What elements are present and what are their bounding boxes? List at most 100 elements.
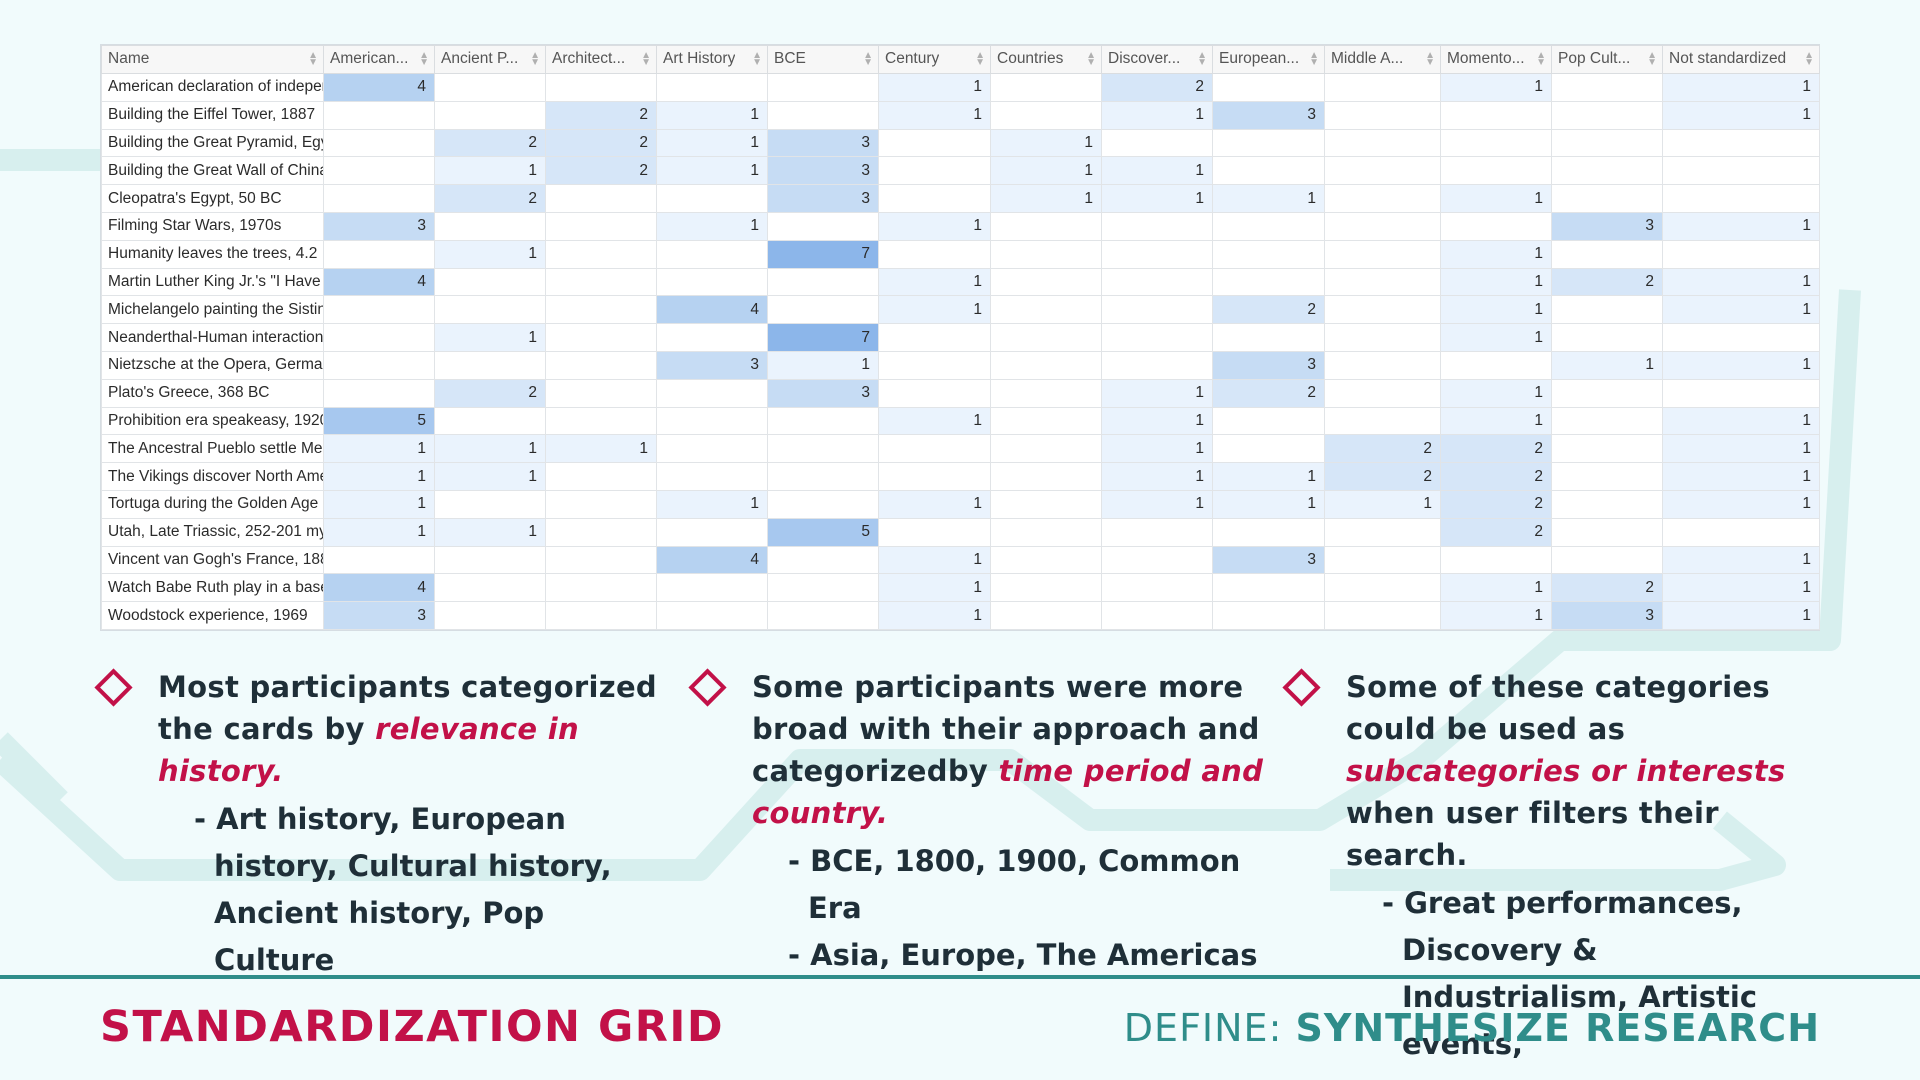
table-cell[interactable] (1324, 211, 1441, 241)
table-cell[interactable] (990, 239, 1102, 269)
table-cell[interactable]: 3 (1212, 545, 1325, 575)
table-cell[interactable] (990, 462, 1102, 491)
table-cell[interactable]: 1 (878, 601, 991, 630)
table-cell[interactable] (1212, 601, 1325, 630)
table-cell[interactable] (1551, 489, 1663, 519)
table-cell[interactable]: 1 (990, 128, 1102, 158)
table-cell[interactable]: 4 (656, 545, 768, 575)
table-cell[interactable] (1440, 211, 1552, 241)
standardization-grid[interactable]: Name ▲ ▼ American... ▲ ▼ Ancient P... ▲ ▼ Archite… (100, 44, 1820, 631)
table-cell[interactable]: 1 (1101, 462, 1213, 491)
table-cell[interactable]: 1 (1662, 100, 1820, 130)
table-cell[interactable] (1101, 601, 1213, 630)
table-cell[interactable] (1324, 156, 1441, 186)
table-cell[interactable] (1324, 406, 1441, 436)
table-cell[interactable] (1212, 267, 1325, 297)
table-cell[interactable] (545, 267, 657, 297)
table-cell[interactable]: 1 (878, 406, 991, 436)
table-cell[interactable] (545, 323, 657, 352)
table-cell[interactable] (434, 211, 546, 241)
table-cell[interactable] (545, 406, 657, 436)
column-header[interactable]: BCE ▲ ▼ (767, 45, 879, 74)
table-cell[interactable]: 4 (323, 573, 435, 603)
table-cell[interactable] (545, 489, 657, 519)
table-cell[interactable]: 1 (1212, 184, 1325, 213)
table-cell[interactable] (878, 156, 991, 186)
table-cell[interactable]: 2 (1212, 378, 1325, 408)
row-name-cell[interactable]: Prohibition era speakeasy, 1920s (101, 406, 324, 436)
table-cell[interactable] (323, 378, 435, 408)
table-cell[interactable] (1101, 573, 1213, 603)
row-name-cell[interactable]: The Vikings discover North America (101, 462, 324, 491)
table-cell[interactable] (1662, 156, 1820, 186)
table-cell[interactable] (1324, 239, 1441, 269)
table-cell[interactable] (1212, 406, 1325, 436)
column-header[interactable]: Architect... ▲ ▼ (545, 45, 657, 74)
table-cell[interactable] (656, 378, 768, 408)
table-cell[interactable] (1101, 350, 1213, 380)
table-cell[interactable]: 1 (1212, 489, 1325, 519)
table-cell[interactable] (990, 350, 1102, 380)
table-cell[interactable] (1551, 239, 1663, 269)
column-header[interactable]: Art History ▲ ▼ (656, 45, 768, 74)
row-name-cell[interactable]: Tortuga during the Golden Age (101, 489, 324, 519)
column-header[interactable]: Ancient P... ▲ ▼ (434, 45, 546, 74)
table-cell[interactable] (1551, 184, 1663, 213)
row-name-cell[interactable]: Cleopatra's Egypt, 50 BC (101, 184, 324, 213)
table-cell[interactable] (545, 573, 657, 603)
table-cell[interactable] (434, 100, 546, 130)
table-cell[interactable] (323, 323, 435, 352)
table-cell[interactable]: 1 (1662, 601, 1820, 630)
table-cell[interactable]: 1 (1101, 434, 1213, 464)
column-header[interactable]: Pop Cult... ▲ ▼ (1551, 45, 1663, 74)
table-cell[interactable]: 1 (1440, 601, 1552, 630)
row-name-cell[interactable]: Filming Star Wars, 1970s (101, 211, 324, 241)
table-cell[interactable] (878, 128, 991, 158)
table-cell[interactable] (1551, 73, 1663, 102)
table-cell[interactable] (767, 295, 879, 325)
table-cell[interactable] (1551, 295, 1663, 325)
table-cell[interactable] (990, 517, 1102, 547)
table-cell[interactable]: 1 (434, 462, 546, 491)
table-cell[interactable] (1212, 128, 1325, 158)
table-cell[interactable] (1662, 239, 1820, 269)
table-cell[interactable] (990, 573, 1102, 603)
table-cell[interactable] (1212, 434, 1325, 464)
table-cell[interactable]: 1 (1440, 184, 1552, 213)
table-cell[interactable]: 2 (1551, 573, 1663, 603)
sort-icon[interactable]: ▲ ▼ (975, 50, 985, 68)
table-cell[interactable]: 1 (878, 73, 991, 102)
table-cell[interactable] (990, 323, 1102, 352)
table-cell[interactable] (1551, 378, 1663, 408)
table-cell[interactable]: 2 (1101, 73, 1213, 102)
column-header[interactable]: Name ▲ ▼ (101, 45, 324, 74)
table-cell[interactable] (1662, 323, 1820, 352)
table-cell[interactable] (1212, 517, 1325, 547)
table-cell[interactable] (1324, 73, 1441, 102)
table-cell[interactable] (767, 489, 879, 519)
table-cell[interactable]: 3 (1212, 350, 1325, 380)
table-cell[interactable]: 2 (545, 156, 657, 186)
table-cell[interactable]: 3 (767, 128, 879, 158)
table-cell[interactable] (323, 239, 435, 269)
table-cell[interactable] (1101, 295, 1213, 325)
sort-icon[interactable]: ▲ ▼ (1425, 50, 1435, 68)
table-cell[interactable] (545, 239, 657, 269)
column-header[interactable]: Countries ▲ ▼ (990, 45, 1102, 74)
table-cell[interactable] (990, 267, 1102, 297)
table-cell[interactable] (323, 184, 435, 213)
row-name-cell[interactable]: Utah, Late Triassic, 252-201 mya (101, 517, 324, 547)
table-cell[interactable]: 1 (1662, 211, 1820, 241)
table-cell[interactable] (545, 545, 657, 575)
table-cell[interactable] (1662, 184, 1820, 213)
table-cell[interactable] (1101, 323, 1213, 352)
table-cell[interactable]: 1 (1662, 73, 1820, 102)
table-cell[interactable]: 2 (1440, 434, 1552, 464)
table-cell[interactable]: 1 (1662, 350, 1820, 380)
table-cell[interactable] (545, 462, 657, 491)
table-cell[interactable] (878, 434, 991, 464)
table-cell[interactable]: 1 (1101, 100, 1213, 130)
table-cell[interactable] (1440, 156, 1552, 186)
table-cell[interactable] (878, 350, 991, 380)
table-cell[interactable] (545, 295, 657, 325)
